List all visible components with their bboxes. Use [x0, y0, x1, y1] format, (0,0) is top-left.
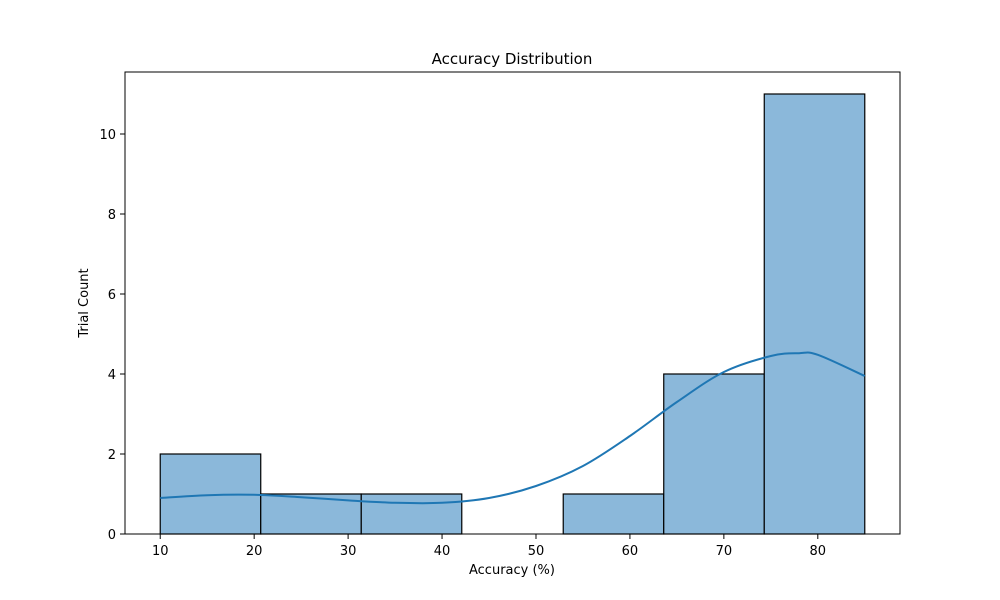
histogram-bar-6 [763, 93, 866, 535]
y-tick-label: 8 [108, 208, 116, 223]
y-tick-label: 2 [108, 448, 116, 463]
x-axis-ticks: 10 20 30 40 50 60 70 80 [152, 534, 826, 559]
x-tick-label: 30 [340, 544, 357, 559]
y-axis-label: Trial Count [77, 268, 92, 338]
x-tick-label: 40 [434, 544, 451, 559]
histogram-bars [159, 93, 866, 535]
histogram-bar-4 [562, 493, 665, 535]
y-axis-ticks: 0 2 4 6 8 10 [99, 128, 125, 543]
x-tick-label: 20 [246, 544, 263, 559]
y-tick-label: 6 [108, 288, 116, 303]
axes-frame [124, 71, 901, 535]
x-tick-label: 80 [810, 544, 827, 559]
x-tick-label: 70 [716, 544, 733, 559]
y-tick-label: 4 [108, 368, 116, 383]
kde-curve [160, 351, 866, 505]
x-tick-label: 10 [152, 544, 169, 559]
x-tick-label: 50 [528, 544, 545, 559]
chart-title: Accuracy Distribution [432, 50, 593, 68]
histogram-bar-2 [360, 493, 463, 535]
x-axis-label: Accuracy (%) [469, 563, 555, 578]
y-tick-label: 0 [108, 528, 116, 543]
y-tick-label: 10 [99, 128, 116, 143]
histogram-bar-5 [663, 373, 765, 535]
x-tick-label: 60 [622, 544, 639, 559]
